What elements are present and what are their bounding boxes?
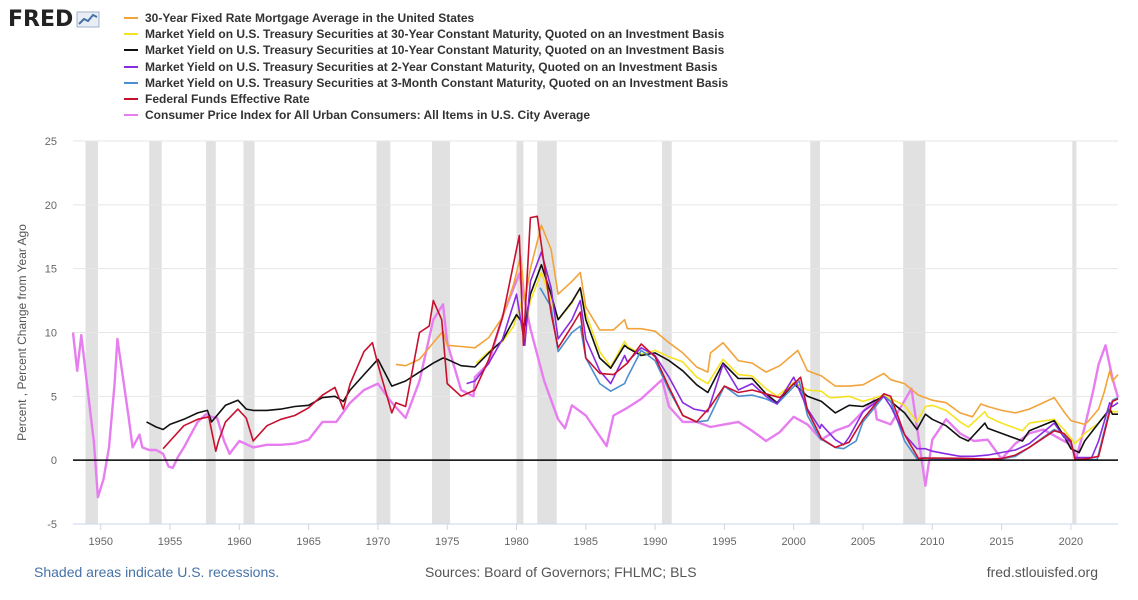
legend-item-t3m[interactable]: Market Yield on U.S. Treasury Securities… (124, 75, 728, 91)
x-tick-label: 1990 (643, 536, 667, 548)
legend-item-t10[interactable]: Market Yield on U.S. Treasury Securities… (124, 42, 728, 58)
x-tick-label: 2020 (1059, 536, 1083, 548)
series-line-mortgage30 (395, 224, 1119, 426)
series-line-fedfunds (162, 215, 1119, 461)
legend-swatch-fedfunds (124, 98, 138, 101)
footer: Shaded areas indicate U.S. recessions. S… (0, 564, 1138, 584)
y-axis-ticks: -5 0 5 10 15 20 25 (45, 136, 57, 531)
legend-item-cpi[interactable]: Consumer Price Index for All Urban Consu… (124, 107, 728, 123)
fred-logo[interactable]: FRED (8, 6, 100, 32)
y-tick-label: 0 (51, 455, 57, 467)
chart-legend: 30-Year Fixed Rate Mortgage Average in t… (124, 10, 728, 123)
series-line-cpi (71, 272, 1120, 499)
legend-label-t10: Market Yield on U.S. Treasury Securities… (145, 43, 725, 58)
x-tick-label: 2000 (781, 536, 805, 548)
legend-label-cpi: Consumer Price Index for All Urban Consu… (145, 108, 590, 123)
legend-swatch-t3m (124, 81, 138, 84)
x-tick-label: 1970 (366, 536, 390, 548)
legend-swatch-t10 (124, 49, 138, 52)
legend-swatch-t30 (124, 33, 138, 36)
series-lines (71, 215, 1120, 499)
y-tick-label: 15 (45, 264, 57, 276)
x-tick-label: 1965 (296, 536, 320, 548)
y-axis-label: Percent , Percent Change from Year Ago (15, 224, 29, 441)
legend-item-fedfunds[interactable]: Federal Funds Effective Rate (124, 91, 728, 107)
x-tick-label: 2005 (851, 536, 875, 548)
legend-swatch-cpi (124, 114, 138, 117)
legend-label-fedfunds: Federal Funds Effective Rate (145, 92, 310, 107)
x-tick-label: 1985 (574, 536, 598, 548)
logo-text: FRED (8, 6, 74, 32)
x-tick-label: 2010 (920, 536, 944, 548)
y-tick-label: -5 (47, 519, 57, 531)
y-tick-label: 5 (51, 391, 57, 403)
legend-swatch-t2 (124, 65, 138, 68)
x-tick-label: 1975 (435, 536, 459, 548)
y-tick-label: 10 (45, 328, 57, 340)
x-tick-label: 1980 (504, 536, 528, 548)
series-line-t10 (146, 263, 1118, 454)
x-tick-label: 1960 (227, 536, 251, 548)
legend-label-t3m: Market Yield on U.S. Treasury Securities… (145, 75, 729, 90)
x-tick-label: 1955 (158, 536, 182, 548)
legend-item-t30[interactable]: Market Yield on U.S. Treasury Securities… (124, 26, 728, 42)
recession-note: Shaded areas indicate U.S. recessions. (34, 564, 280, 580)
legend-label-mortgage30: 30-Year Fixed Rate Mortgage Average in t… (145, 11, 475, 26)
x-axis-ticks: 1950 1955 1960 1965 1970 1975 1980 1985 1990 1995… (73, 523, 1118, 548)
y-tick-label: 25 (45, 136, 57, 148)
x-tick-label: 1950 (88, 536, 112, 548)
site-link[interactable]: fred.stlouisfed.org (986, 564, 1098, 580)
chart-line-icon (76, 11, 100, 28)
sources-note: Sources: Board of Governors; FHLMC; BLS (425, 564, 697, 580)
chart-canvas: -5 0 5 10 15 20 25 1950 1955 1960 1965 1970 1975 198… (15, 136, 1120, 548)
legend-label-t30: Market Yield on U.S. Treasury Securities… (145, 27, 725, 42)
x-tick-label: 1995 (712, 536, 736, 548)
y-tick-label: 20 (45, 200, 57, 212)
gridlines (73, 140, 1118, 525)
x-tick-label: 2015 (989, 536, 1013, 548)
legend-label-t2: Market Yield on U.S. Treasury Securities… (145, 59, 718, 74)
legend-item-t2[interactable]: Market Yield on U.S. Treasury Securities… (124, 59, 728, 75)
legend-swatch-mortgage30 (124, 17, 138, 20)
legend-item-mortgage30[interactable]: 30-Year Fixed Rate Mortgage Average in t… (124, 10, 728, 26)
